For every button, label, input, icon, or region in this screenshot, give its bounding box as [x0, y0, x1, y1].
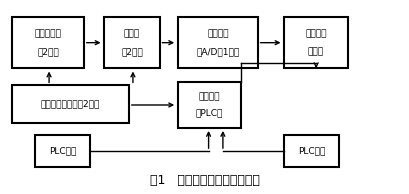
Text: （2只）: （2只）	[37, 47, 59, 56]
Bar	[284, 17, 348, 68]
Text: PLC输出: PLC输出	[298, 147, 326, 156]
Bar	[178, 82, 241, 128]
Text: 主控制器: 主控制器	[199, 93, 220, 102]
Text: 高精度开关电源（2路）: 高精度开关电源（2路）	[41, 100, 100, 109]
Text: PLC输入: PLC输入	[49, 147, 76, 156]
Bar	[12, 17, 84, 68]
Bar	[284, 135, 339, 167]
Text: 数据设定: 数据设定	[305, 29, 327, 38]
Text: 数据转换: 数据转换	[207, 29, 229, 38]
Text: 与显示: 与显示	[308, 47, 324, 56]
Bar	[104, 17, 160, 68]
Text: （2只）: （2只）	[121, 47, 143, 56]
Text: 图1   电气控制系统的结构框图: 图1 电气控制系统的结构框图	[150, 174, 259, 187]
Text: （PLC）: （PLC）	[196, 108, 223, 117]
Text: 称重传感器: 称重传感器	[35, 29, 61, 38]
Text: 放大器: 放大器	[124, 29, 140, 38]
Bar	[35, 135, 90, 167]
Bar	[178, 17, 258, 68]
Text: （A/D，1路）: （A/D，1路）	[196, 47, 239, 56]
Bar	[12, 85, 129, 123]
